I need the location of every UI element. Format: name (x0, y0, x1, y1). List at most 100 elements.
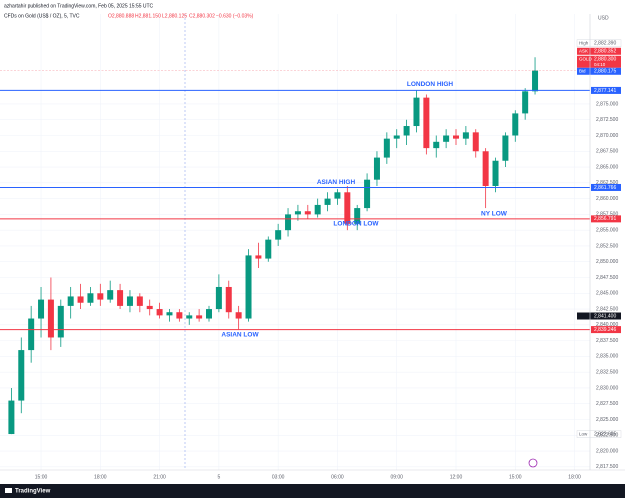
candle-body (502, 135, 509, 161)
price-label-value: 2,882.390 (594, 41, 616, 47)
y-tick-label: 2,875.000 (596, 101, 618, 107)
x-tick-label: 21:00 (153, 474, 166, 480)
y-tick-label: 2,837.500 (596, 338, 618, 344)
y-tick-label: 2,830.000 (596, 385, 618, 391)
y-tick-label: 2,850.000 (596, 259, 618, 265)
level-axis-bg (591, 326, 621, 334)
candle-body (364, 179, 371, 209)
price-label-value: 2,880.352 (594, 49, 616, 55)
price-label-timer: 04:10 (594, 62, 606, 67)
price-label-name: Bid (579, 68, 586, 73)
y-tick-label: 2,832.500 (596, 370, 618, 376)
candle-body (196, 315, 203, 319)
candle-body (38, 299, 45, 319)
level-name: LONDON HIGH (407, 81, 454, 88)
x-tick-label: 06:00 (331, 474, 344, 480)
candle-body (393, 135, 400, 139)
y-tick-label: 2,827.500 (596, 401, 618, 407)
level-name: ASIAN LOW (221, 331, 259, 338)
level-axis-label: 2,861.766 (594, 185, 616, 191)
y-tick-label: 2,847.500 (596, 275, 618, 281)
candle-body (206, 309, 212, 319)
footer-brand: TradingView (15, 489, 51, 495)
y-tick-label: 2,857.500 (596, 212, 618, 218)
candle-body (512, 113, 519, 136)
candle-body (166, 312, 173, 316)
y-tick-label: 2,872.500 (596, 117, 618, 123)
candle-body (176, 312, 183, 319)
x-tick-label: 18:00 (568, 474, 581, 480)
candle-body (304, 211, 311, 215)
candle-body (324, 198, 331, 205)
ohlc-value: −0.630 (−0.03%) (216, 13, 254, 19)
y-tick-label: 2,862.500 (596, 180, 618, 186)
ohlc-value: L2,880.125 (162, 13, 187, 19)
candle-body (8, 400, 15, 435)
x-tick-label: 03:00 (272, 474, 285, 480)
y-tick-label: 2,842.500 (596, 306, 618, 312)
y-tick-label: 2,852.500 (596, 243, 618, 249)
candle-body (482, 151, 489, 186)
price-label-name: GOLD (579, 56, 593, 61)
candle-body (117, 290, 124, 306)
level-axis-label: 2,877.141 (594, 88, 616, 94)
candle-body (47, 299, 54, 338)
ohlc-value: H2,881.150 (135, 13, 161, 19)
symbol-title: CFDs on Gold (US$ / OZ), 5, TVC (4, 13, 80, 19)
candle-body (265, 239, 272, 259)
candle-body (344, 192, 351, 224)
level-axis-label: 2,839.246 (594, 327, 616, 333)
candle-body (225, 286, 232, 313)
candle-body (245, 255, 252, 319)
candle-body (146, 305, 153, 310)
candle-body (57, 305, 64, 338)
y-tick-label: 2,820.000 (596, 448, 618, 454)
x-tick-label: 15:00 (35, 474, 48, 480)
y-tick-label: 2,835.000 (596, 354, 618, 360)
y-tick-label: 2,860.000 (596, 196, 618, 202)
candle-body (423, 97, 430, 149)
y-tick-label: 2,867.500 (596, 149, 618, 155)
ohlc-value: O2,880.888 (108, 13, 134, 19)
candle-body (294, 211, 301, 215)
candle-body (156, 309, 163, 316)
price-label-bg (577, 312, 621, 320)
price-label-bg (577, 55, 621, 68)
level-axis-label: 2,856.791 (594, 216, 616, 222)
candle-body (67, 296, 74, 306)
y-tick-label: 2,825.000 (596, 417, 618, 423)
candle-body (314, 204, 321, 215)
candle-body (453, 135, 459, 139)
y-tick-label: 2,822.500 (596, 433, 618, 439)
candle-body (18, 350, 25, 401)
candle-body (28, 318, 35, 351)
y-tick-label: 2,845.000 (596, 291, 618, 297)
candle-body (354, 208, 361, 224)
candle-body (433, 141, 440, 149)
candle-body (215, 286, 222, 310)
y-tick-label: 2,865.000 (596, 164, 618, 170)
level-axis-bg (591, 183, 621, 191)
x-tick-label: 5 (217, 474, 220, 480)
x-tick-label: 12:00 (450, 474, 463, 480)
level-name: LONDON LOW (333, 221, 379, 228)
candle-body (275, 230, 282, 240)
candle-body (136, 296, 143, 306)
candle-body (462, 132, 469, 139)
candle-body (443, 135, 450, 142)
y-tick-label: 2,817.500 (596, 464, 618, 470)
candle-body (285, 214, 292, 231)
candle-body (255, 255, 262, 259)
annotation: NY LOW (481, 211, 508, 218)
candle-body (87, 293, 94, 303)
candle-body (522, 91, 529, 114)
candle-body (235, 312, 242, 319)
level-axis-bg (591, 86, 621, 94)
y-tick-label: 2,870.000 (596, 133, 618, 139)
price-label-name: High (579, 40, 589, 45)
currency: USD (598, 15, 609, 21)
price-label-name: ASK (579, 48, 588, 53)
price-label-name: Low (579, 431, 588, 436)
